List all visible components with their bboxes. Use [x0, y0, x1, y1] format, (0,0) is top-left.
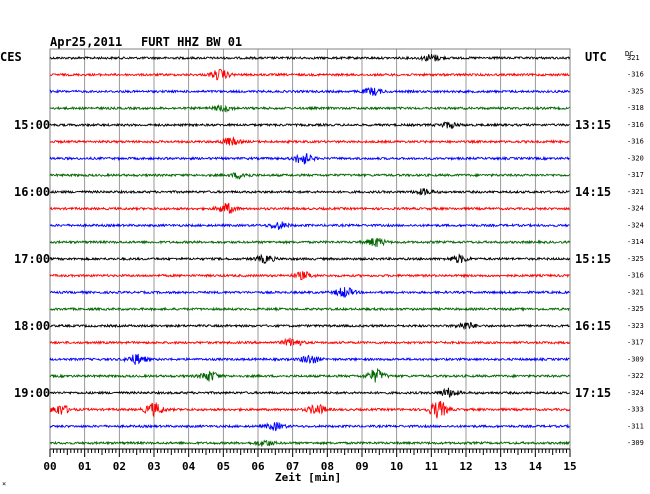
x-tick-label: 10: [390, 460, 403, 473]
dc-offset-label: -309: [627, 355, 644, 363]
seismic-trace: [49, 253, 571, 265]
seismic-trace: [49, 153, 570, 165]
x-tick-label: 04: [182, 460, 196, 473]
seismic-trace: [49, 367, 571, 383]
seismic-trace: [49, 306, 570, 312]
seismic-trace: [49, 188, 570, 196]
x-tick-label: 07: [286, 460, 299, 473]
dc-offset-label: 321: [627, 54, 640, 62]
x-tick-label: 05: [217, 460, 230, 473]
seismic-trace: [49, 401, 571, 419]
seismic-trace: [49, 202, 570, 215]
seismic-trace: [49, 221, 570, 230]
seismic-trace: [49, 87, 570, 96]
x-tick-label: 14: [529, 460, 543, 473]
left-hour-label: 16:00: [14, 185, 50, 199]
right-axis-title: UTC: [585, 50, 607, 64]
x-tick-label: 02: [113, 460, 126, 473]
dc-offset-label: -320: [627, 154, 644, 162]
x-tick-label: 15: [563, 460, 576, 473]
grid: [49, 48, 571, 457]
right-hour-label: 17:15: [575, 386, 611, 400]
seismic-trace: [49, 287, 570, 299]
seismic-trace: [49, 387, 570, 398]
right-hour-label: 13:15: [575, 118, 611, 132]
left-hour-label: 19:00: [14, 386, 50, 400]
left-axis-title: CES: [0, 50, 22, 64]
footer-mark: ×: [2, 480, 6, 488]
seismic-trace: [49, 68, 570, 81]
dc-offset-label: -325: [627, 255, 644, 263]
dc-offset-label: -316: [627, 272, 644, 280]
x-tick-label: 08: [321, 460, 334, 473]
dc-offset-label: -317: [627, 171, 644, 179]
dc-offset-label: -316: [627, 71, 644, 79]
chart-date: Apr25,2011: [50, 35, 122, 49]
left-hour-label: 15:00: [14, 118, 50, 132]
x-tick-label: 03: [147, 460, 160, 473]
dc-offset-label: -321: [627, 288, 644, 296]
right-hour-label: 16:15: [575, 319, 611, 333]
seismic-trace: [49, 121, 570, 130]
dc-offset-label: -322: [627, 372, 644, 380]
dc-offset-label: -309: [627, 439, 644, 447]
seismic-trace: [49, 422, 570, 432]
dc-offset-label: -316: [627, 138, 644, 146]
left-hour-label: 17:00: [14, 252, 50, 266]
right-hour-label: 14:15: [575, 185, 611, 199]
x-tick-label: 06: [251, 460, 265, 473]
seismic-trace: [49, 321, 570, 331]
dc-offset-label: -318: [627, 104, 644, 112]
seismic-trace: [49, 271, 570, 281]
dc-label: DC: [625, 50, 633, 58]
dc-offset-label: -324: [627, 389, 644, 397]
dc-offset-label: -325: [627, 305, 644, 313]
x-tick-label: 01: [78, 460, 92, 473]
traces: [49, 54, 571, 447]
chart-station: FURT HHZ BW 01: [141, 35, 242, 49]
seismic-trace: [49, 172, 570, 180]
seismic-trace: [49, 439, 570, 447]
seismic-trace: [49, 104, 570, 113]
dc-offset-label: -316: [627, 121, 644, 129]
dc-offset-label: -314: [627, 238, 644, 246]
dc-offset-label: -325: [627, 87, 644, 95]
x-tick-label: 09: [355, 460, 368, 473]
right-hour-label: 15:15: [575, 252, 611, 266]
dc-offset-label: -321: [627, 188, 644, 196]
x-tick-label: 12: [459, 460, 472, 473]
dc-offset-label: -333: [627, 406, 644, 414]
x-axis-label: Zeit [min]: [275, 471, 341, 484]
dc-offset-label: -323: [627, 322, 644, 330]
dc-offset-label: -324: [627, 221, 644, 229]
seismic-trace: [49, 237, 571, 248]
seismic-trace: [49, 353, 570, 365]
seismic-trace: [49, 136, 570, 146]
dc-offset-label: -324: [627, 205, 644, 213]
x-tick-label: 13: [494, 460, 507, 473]
dc-offset-label: -311: [627, 422, 644, 430]
seismic-trace: [49, 54, 571, 62]
left-hour-label: 18:00: [14, 319, 50, 333]
labels: 00 01 02 03 04 05 06 07 08 09 10 11 12 13 14 15 321 -316 -…: [14, 54, 644, 473]
x-tick-label: 11: [425, 460, 439, 473]
seismic-trace: [49, 337, 570, 347]
dc-offset-label: -317: [627, 339, 644, 347]
x-tick-label: 00: [43, 460, 56, 473]
